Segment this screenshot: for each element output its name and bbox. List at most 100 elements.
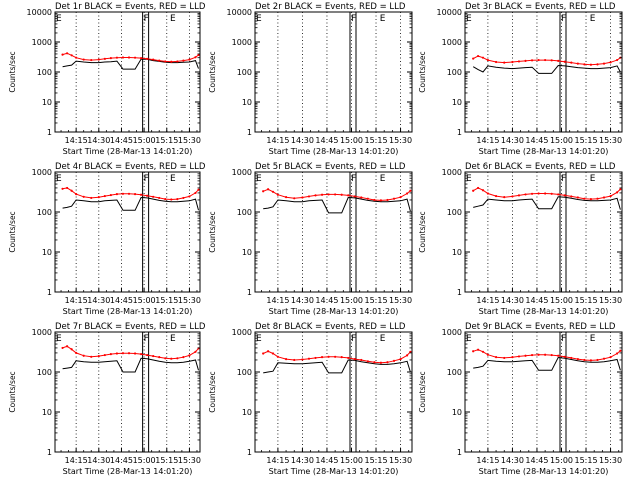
panel-title: Det 1r BLACK = Events, RED = LLD [55,2,206,12]
lld-point [158,59,161,62]
series-lld-line [472,187,621,200]
x-tick-label: 14:45 [110,136,133,145]
lld-point [576,196,579,199]
y-tick-label: 10 [242,98,252,107]
series-lld-line [472,55,621,66]
flag-label-e: E [256,14,262,24]
lld-point [271,190,275,193]
lld-point [602,62,606,65]
y-axis-label: Counts/sec [8,211,17,252]
lld-point [61,346,64,350]
flag-label-e: E [56,14,62,24]
lld-point [334,355,337,358]
lld-point [589,359,593,362]
lld-point [472,57,475,60]
y-axis-label: Counts/sec [208,211,217,252]
x-tick-label: 15:00 [340,296,363,305]
flag-label-e: E [256,334,262,344]
lld-point [170,357,173,360]
y-tick-label: 1000 [232,328,252,337]
lld-point [194,191,197,195]
series-events-line [473,196,621,210]
x-tick-label: 14:30 [87,456,110,465]
x-tick-label: 14:45 [525,456,548,465]
lld-point [511,356,514,359]
y-tick-label: 1000 [32,168,52,177]
lld-point [494,60,498,64]
y-tick-label: 1 [47,448,52,457]
lld-point [65,52,69,55]
plot-frame [464,171,623,293]
lld-point [121,192,125,195]
x-axis-label: Start Time (28-Mar-13 14:01:20) [479,467,609,476]
lld-point [109,57,112,60]
y-tick-label: 1 [457,128,462,137]
lld-point [379,199,383,202]
x-tick-label: 14:30 [291,456,314,465]
lld-point [97,58,100,61]
y-tick-label: 1000 [442,38,462,47]
y-axis-label: Counts/sec [8,51,17,92]
y-axis-label: Counts/sec [418,51,427,92]
lld-point [103,57,106,60]
lld-point [563,194,566,197]
lld-point [65,345,69,348]
lld-point [360,358,363,362]
lld-point [127,56,131,59]
lld-point [115,352,119,355]
lld-point [511,60,514,64]
series-events-line [62,357,199,373]
series-lld-line [62,345,199,360]
lld-point [615,58,619,62]
lld-point [164,60,167,63]
x-tick-label: 14:45 [315,136,338,145]
panel-title: Det 9r BLACK = Events, RED = LLD [465,322,616,332]
flag-label-e: E [56,174,62,184]
lld-point [503,196,506,199]
x-tick-label: 14:30 [87,136,110,145]
series-events-line [263,196,411,214]
y-tick-label: 10 [242,408,252,417]
lld-point [557,354,560,357]
lld-point [537,353,540,356]
panel-title: Det 8r BLACK = Events, RED = LLD [255,322,406,332]
lld-point [75,193,78,196]
x-tick-label: 14:30 [501,296,524,305]
x-tick-label: 15:00 [133,456,156,465]
y-tick-label: 1000 [32,38,52,47]
y-tick-label: 100 [37,368,52,377]
panel-title: Det 6r BLACK = Events, RED = LLD [465,162,616,172]
lld-point [139,353,143,356]
lld-point [266,350,270,353]
x-tick-label: 14:15 [476,456,499,465]
flag-label-f: F [144,14,149,24]
flag-label-e: E [56,334,62,344]
y-axis-label: Counts/sec [418,371,427,412]
lld-point [486,58,489,62]
lld-point [276,193,279,196]
x-tick-label: 15:15 [574,456,597,465]
lld-point [517,60,521,63]
y-tick-label: 10 [242,248,252,257]
lld-point [550,353,553,357]
y-tick-label: 1 [247,288,252,297]
lld-point [158,356,161,359]
plot-frame [464,331,623,453]
y-axis-label: Counts/sec [208,371,217,412]
lld-point [266,188,270,191]
y-tick-label: 100 [237,208,252,217]
y-tick-label: 100 [447,68,462,77]
plot-frame [54,171,201,293]
lld-point [481,350,485,353]
x-tick-label: 14:30 [87,296,110,305]
lld-point [320,193,324,196]
lld-point [127,192,131,195]
lld-point [557,193,560,196]
lld-point [486,353,489,356]
lld-point [570,61,573,64]
x-tick-label: 14:15 [65,296,88,305]
y-tick-label: 10000 [27,8,52,17]
lld-point [602,196,606,199]
lld-point [90,196,93,200]
flag-label-e: E [590,174,596,184]
